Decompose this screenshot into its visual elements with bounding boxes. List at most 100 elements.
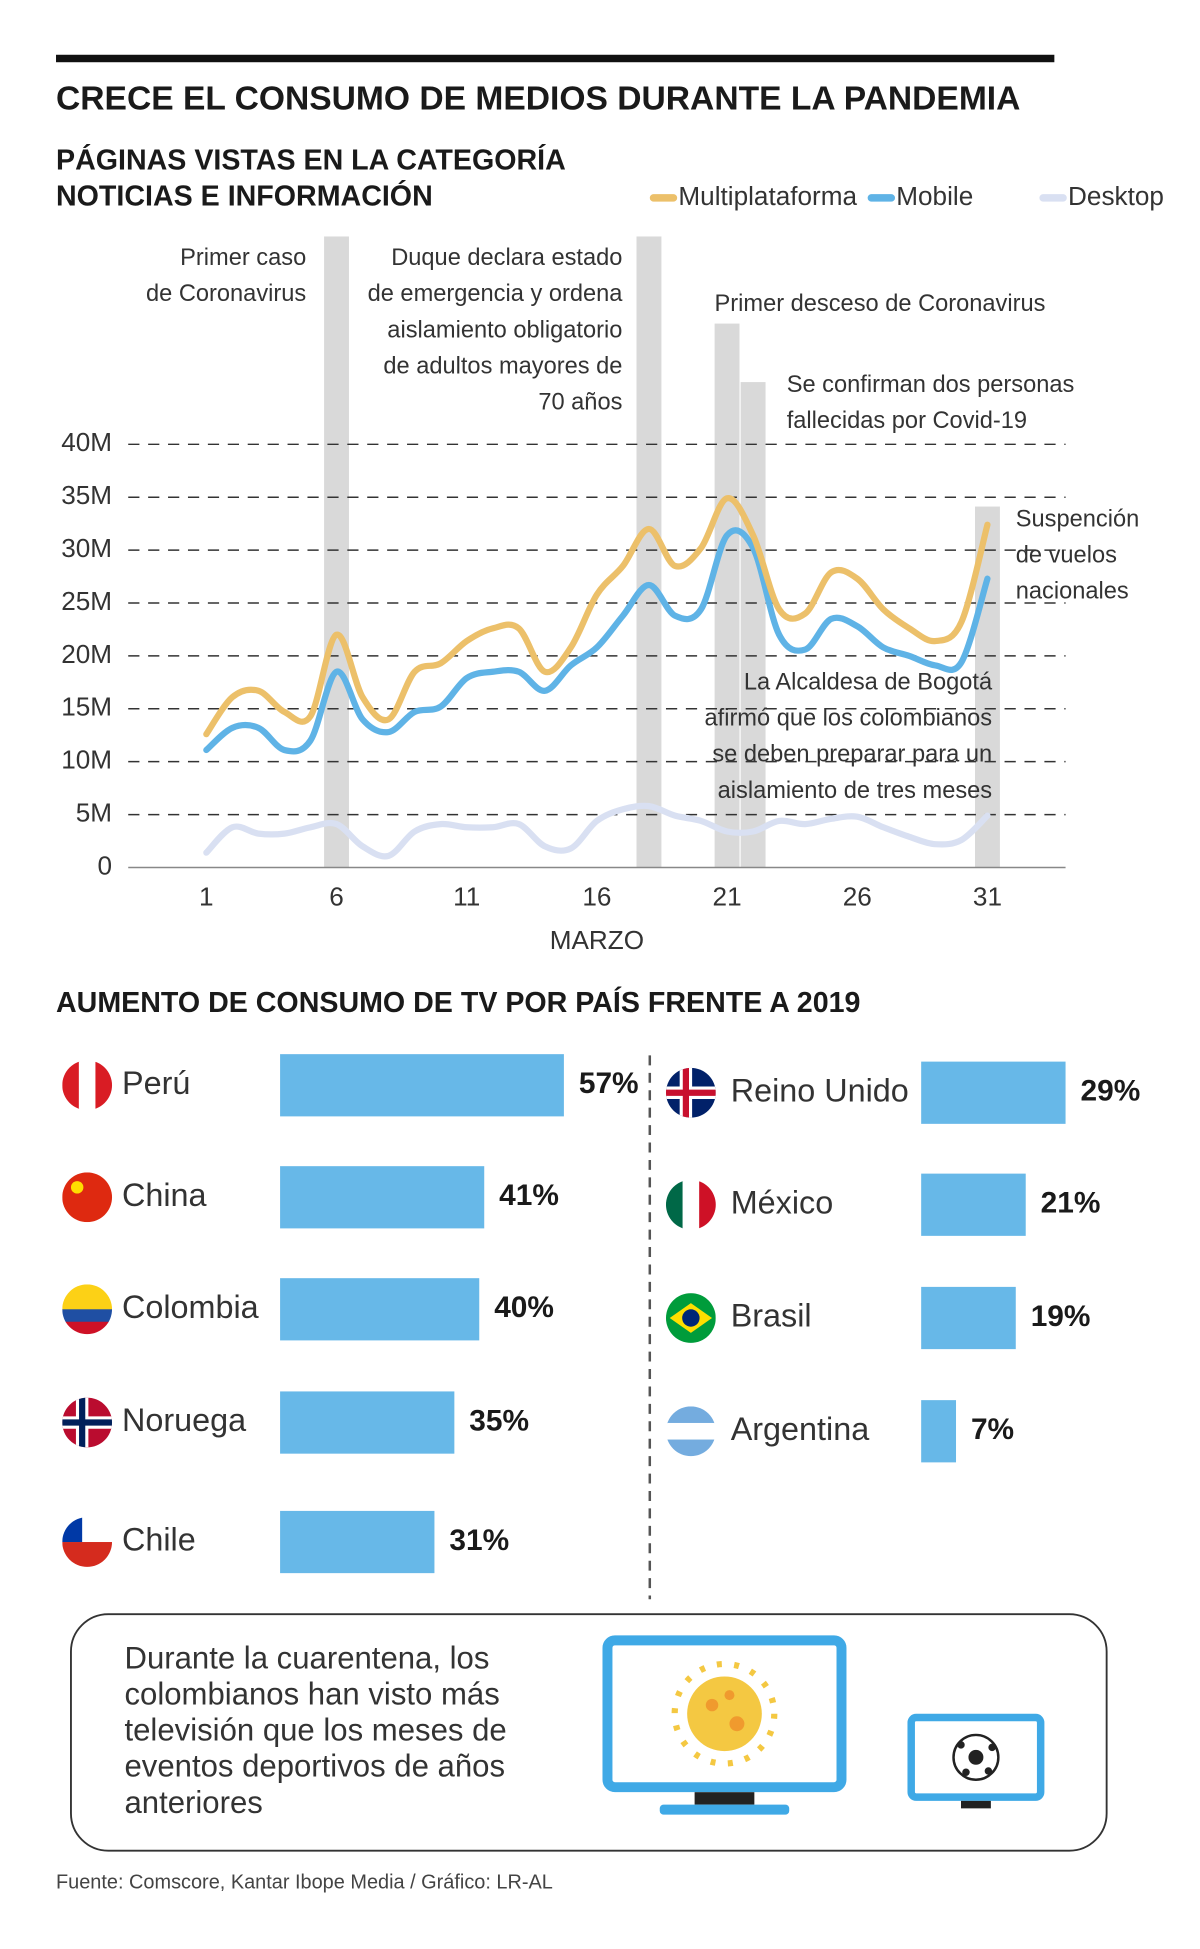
annotation: 70 años [538,389,622,415]
note-line: Durante la cuarentena, los [124,1640,489,1675]
chart-title: PÁGINAS VISTAS EN LA CATEGORÍA [56,142,566,176]
legend-label: Desktop [1068,181,1164,211]
annotation: afirmó que los colombianos [704,706,992,732]
event-bar [714,323,740,868]
y-tick-label: 15M [61,692,112,722]
value-label: 35% [469,1404,529,1437]
x-tick-label: 1 [199,881,214,911]
category-label: Reino Unido [731,1072,909,1108]
bar [280,1510,435,1574]
tv-icon-large [602,1635,847,1815]
chart-title: NOTICIAS E INFORMACIÓN [56,178,433,212]
category-label: Argentina [731,1411,870,1447]
annotation: de emergencia y ordena [368,281,624,307]
bar [921,1286,1016,1350]
series-line [203,802,991,860]
category-label: Brasil [731,1298,812,1334]
bar [280,1054,564,1117]
value-label: 57% [579,1067,639,1100]
flag-star [70,1181,84,1194]
y-tick-label: 35M [61,480,112,510]
event-bar [636,236,662,868]
y-tick-label: 30M [61,533,112,563]
flag-stripe [665,1179,684,1230]
series-line [203,527,991,755]
y-tick-label: 20M [61,639,112,669]
flag-cross [665,1067,716,1118]
legend-label: Mobile [896,181,973,211]
flag-icon [665,1406,716,1457]
bar [921,1173,1026,1236]
category-label: Perú [122,1065,190,1101]
x-tick-label: 31 [973,881,1002,911]
category-label: México [731,1184,834,1220]
event-bar [324,236,349,868]
flag-globe [682,1309,700,1327]
annotation: Primer caso [180,245,306,271]
annotation: Primer desceso de Coronavirus [715,291,1046,317]
flag-icon [62,1397,113,1448]
annotation: aislamiento de tres meses [718,778,992,804]
flag-icon [665,1179,716,1230]
value-label: 40% [494,1291,554,1324]
bar [921,1061,1066,1124]
note-box [70,1613,1108,1852]
chart-title: AUMENTO DE CONSUMO DE TV POR PAÍS FRENTE… [56,985,860,1019]
flag-stripe [78,1060,97,1111]
legend-label: Multiplataforma [678,181,857,211]
value-label: 29% [1080,1075,1140,1108]
x-tick-label: 21 [713,881,742,911]
annotation: de vuelos [1016,543,1117,569]
flag-stripe [699,1179,716,1230]
flag-stripe [665,1406,716,1424]
y-tick-label: 5M [76,797,112,827]
value-label: 31% [449,1524,509,1557]
x-tick-label: 26 [843,881,872,911]
flag-icon [62,1517,113,1567]
flag-icon [62,1172,113,1223]
tv-icon-small [907,1713,1045,1809]
flag-stripe [62,1321,113,1335]
value-label: 19% [1031,1300,1091,1333]
bar [280,1278,480,1341]
annotation: se deben preparar para un [712,742,992,768]
flag-icon [62,1284,113,1335]
x-tick-label: 6 [329,881,344,911]
category-label: Colombia [122,1289,259,1325]
flag-stripe [62,1172,113,1223]
flag-icon [665,1293,716,1343]
annotation: Se confirman dos personas [787,372,1075,398]
flag-stripe [665,1439,716,1457]
flag-icon [62,1060,113,1111]
annotation: aislamiento obligatorio [387,317,622,343]
flag-stripe [62,1284,113,1298]
bar [280,1391,455,1454]
value-label: 21% [1041,1187,1101,1220]
note-line: colombianos han visto más [124,1677,499,1712]
bar [280,1166,485,1229]
top-rule [56,54,1055,63]
flag-stripe [62,1296,113,1310]
flag-canton [62,1517,83,1543]
flag-stripe [62,1060,80,1111]
event-bar [740,382,766,868]
y-tick-label: 0 [98,850,113,880]
bar [921,1400,957,1463]
value-label: 41% [499,1179,559,1212]
x-axis-label: MARZO [550,925,644,955]
y-tick-label: 25M [61,586,112,616]
annotation: Suspención [1016,506,1139,532]
y-tick-label: 40M [61,427,112,457]
main-title: CRECE EL CONSUMO DE MEDIOS DURANTE LA PA… [56,81,1020,118]
flag-stripe [682,1179,700,1230]
flag-cross [62,1397,113,1448]
note-line: televisión que los meses de [124,1713,506,1748]
annotation: nacionales [1016,579,1129,605]
flag-stripe [95,1060,113,1111]
flag-stripe [62,1309,113,1323]
flag-stripe [665,1422,716,1441]
category-label: Chile [122,1522,196,1558]
note-line: eventos deportivos de años [124,1749,505,1784]
category-label: China [122,1177,207,1213]
